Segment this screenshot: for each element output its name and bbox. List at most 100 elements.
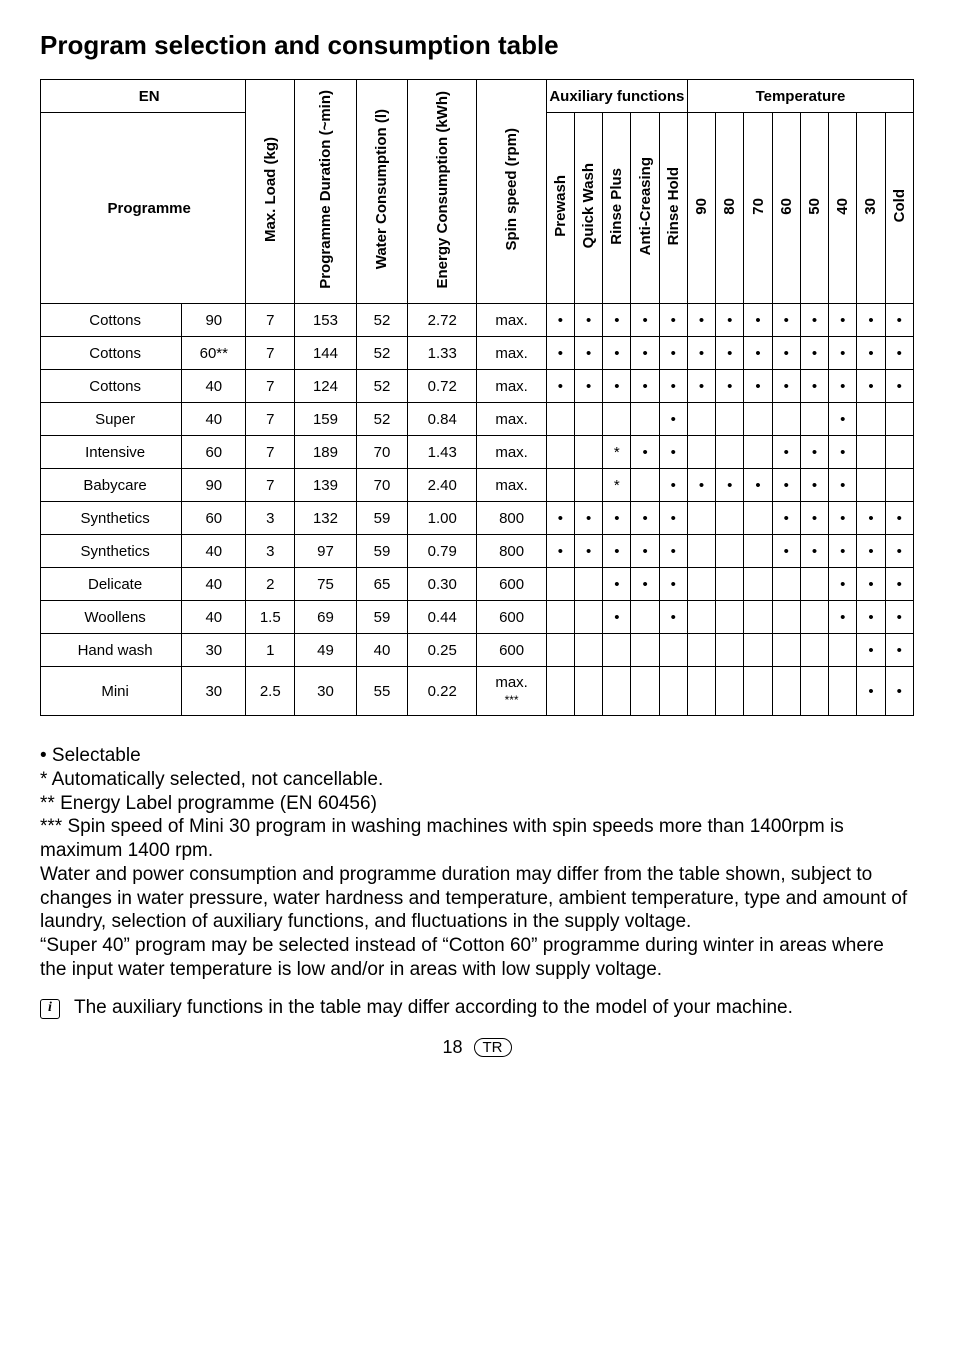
cell-aux: •	[631, 502, 659, 535]
prog-name: Woollens	[41, 601, 182, 634]
cell-temp: •	[716, 337, 744, 370]
table-row: Hand wash30149400.25600••	[41, 634, 914, 667]
cell-energy: 0.30	[408, 568, 477, 601]
cell-temp: •	[829, 502, 857, 535]
cell-temp	[716, 667, 744, 716]
cell-energy: 1.00	[408, 502, 477, 535]
cell-temp	[744, 601, 772, 634]
prog-name: Hand wash	[41, 634, 182, 667]
note-variation: Water and power consumption and programm…	[40, 863, 914, 934]
cell-temp	[744, 667, 772, 716]
cell-temp: •	[687, 370, 715, 403]
cell-temp	[772, 634, 800, 667]
cell-temp: •	[829, 436, 857, 469]
cell-aux: •	[546, 370, 574, 403]
header-temp-80: 80	[716, 113, 744, 304]
header-aux-anticreasing: Anti-Creasing	[631, 113, 659, 304]
cell-temp	[716, 502, 744, 535]
note-selectable: • Selectable	[40, 744, 914, 768]
header-energy: Energy Consumption (kWh)	[408, 80, 477, 304]
cell-water: 40	[356, 634, 407, 667]
cell-temp: •	[772, 337, 800, 370]
tr-badge: TR	[474, 1038, 512, 1057]
cell-aux	[546, 601, 574, 634]
cell-temp	[885, 403, 913, 436]
prog-temp: 40	[182, 601, 246, 634]
cell-aux	[546, 436, 574, 469]
cell-water: 52	[356, 337, 407, 370]
cell-water: 70	[356, 436, 407, 469]
cell-temp	[829, 634, 857, 667]
cell-temp	[829, 667, 857, 716]
cell-temp	[885, 469, 913, 502]
header-aux-prewash: Prewash	[546, 113, 574, 304]
prog-name: Babycare	[41, 469, 182, 502]
table-row: Synthetics603132591.00800••••••••••	[41, 502, 914, 535]
cell-dur: 69	[295, 601, 357, 634]
cell-temp: •	[885, 568, 913, 601]
cell-temp: •	[829, 535, 857, 568]
cell-water: 70	[356, 469, 407, 502]
cell-temp: •	[857, 634, 885, 667]
cell-spin: max.***	[477, 667, 546, 716]
cell-temp: •	[800, 337, 828, 370]
cell-aux	[574, 568, 602, 601]
cell-temp: •	[716, 370, 744, 403]
cell-spin: 600	[477, 568, 546, 601]
cell-temp	[744, 634, 772, 667]
cell-aux: •	[659, 502, 687, 535]
page-number: 18	[442, 1037, 462, 1057]
cell-temp	[857, 403, 885, 436]
cell-temp: •	[857, 535, 885, 568]
cell-temp: •	[857, 304, 885, 337]
cell-temp: •	[744, 469, 772, 502]
cell-spin: 600	[477, 601, 546, 634]
cell-spin: 600	[477, 634, 546, 667]
cell-energy: 0.22	[408, 667, 477, 716]
cell-temp: •	[744, 370, 772, 403]
cell-temp	[800, 634, 828, 667]
cell-spin: 800	[477, 535, 546, 568]
table-row: Woollens401.569590.44600•••••	[41, 601, 914, 634]
cell-aux: •	[546, 502, 574, 535]
cell-aux: *	[603, 436, 631, 469]
table-row: Cottons407124520.72max.•••••••••••••	[41, 370, 914, 403]
cell-aux: •	[574, 304, 602, 337]
cell-temp	[800, 667, 828, 716]
cell-dur: 139	[295, 469, 357, 502]
cell-temp	[687, 634, 715, 667]
notes-block: • Selectable * Automatically selected, n…	[40, 744, 914, 982]
cell-dur: 132	[295, 502, 357, 535]
cell-temp: •	[800, 535, 828, 568]
cell-aux: •	[631, 568, 659, 601]
cell-temp	[716, 568, 744, 601]
header-aux-rinsehold: Rinse Hold	[659, 113, 687, 304]
cell-dur: 189	[295, 436, 357, 469]
cell-temp: •	[885, 601, 913, 634]
cell-temp: •	[829, 304, 857, 337]
prog-temp: 60**	[182, 337, 246, 370]
header-temp-30: 30	[857, 113, 885, 304]
cell-aux: •	[659, 304, 687, 337]
cell-temp	[857, 469, 885, 502]
cell-aux	[546, 403, 574, 436]
cell-water: 65	[356, 568, 407, 601]
cell-temp: •	[857, 568, 885, 601]
cell-temp	[800, 568, 828, 601]
cell-temp: •	[744, 304, 772, 337]
prog-temp: 40	[182, 370, 246, 403]
cell-temp	[687, 436, 715, 469]
cell-aux	[574, 403, 602, 436]
cell-temp	[744, 535, 772, 568]
cell-load: 7	[246, 469, 295, 502]
cell-aux	[574, 634, 602, 667]
cell-temp: •	[716, 469, 744, 502]
cell-temp: •	[716, 304, 744, 337]
cell-spin: max.	[477, 370, 546, 403]
cell-aux: •	[603, 304, 631, 337]
cell-load: 3	[246, 502, 295, 535]
cell-aux: •	[631, 370, 659, 403]
cell-dur: 97	[295, 535, 357, 568]
cell-dur: 144	[295, 337, 357, 370]
cell-aux	[659, 667, 687, 716]
